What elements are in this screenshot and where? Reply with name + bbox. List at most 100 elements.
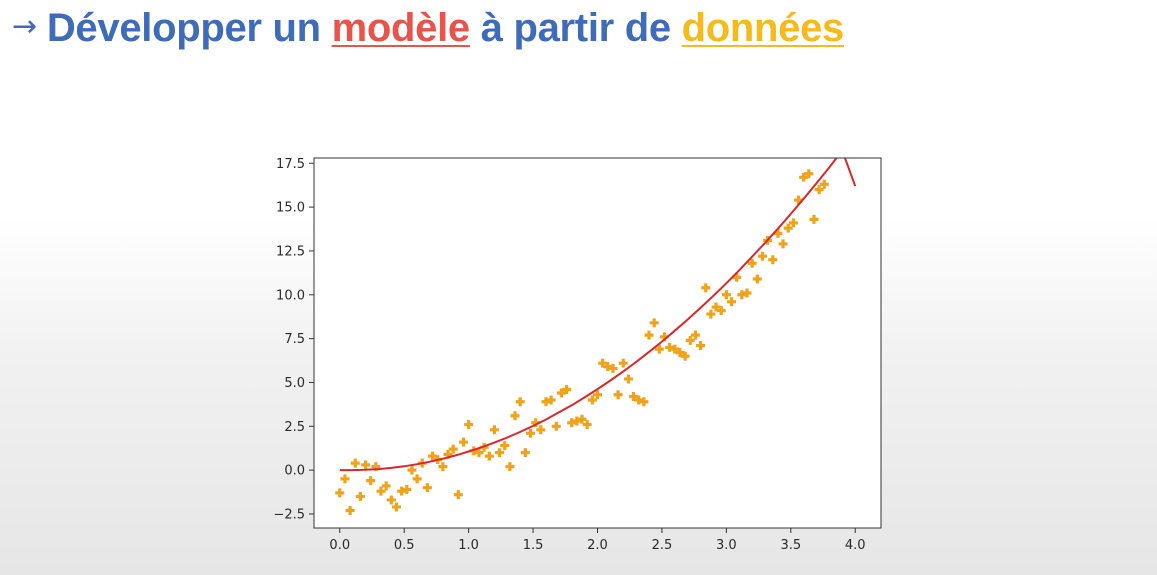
- data-point: [649, 318, 659, 328]
- data-point: [737, 290, 747, 300]
- data-point: [639, 397, 649, 407]
- data-point: [706, 309, 716, 319]
- data-point: [381, 481, 391, 491]
- data-point: [757, 251, 767, 261]
- data-point: [397, 486, 407, 496]
- model-curve-line: [339, 158, 857, 472]
- data-point: [541, 397, 551, 407]
- data-point: [422, 483, 432, 493]
- data-point: [551, 421, 561, 431]
- title-text-part1: Développer un: [46, 6, 321, 50]
- data-point: [335, 488, 345, 498]
- data-point: [567, 418, 577, 428]
- data-point: [489, 425, 499, 435]
- data-point: [788, 218, 798, 228]
- x-tick-label: 0.0: [329, 538, 350, 553]
- data-point: [407, 465, 417, 475]
- data-point: [412, 474, 422, 484]
- data-point: [696, 341, 706, 351]
- x-tick-label: 1.5: [523, 538, 544, 553]
- data-point: [690, 330, 700, 340]
- data-point: [608, 363, 618, 373]
- data-point: [613, 390, 623, 400]
- data-point: [484, 451, 494, 461]
- data-point: [598, 358, 608, 368]
- data-point: [525, 428, 535, 438]
- data-point: [458, 437, 468, 447]
- data-point: [716, 306, 726, 316]
- data-point: [783, 223, 793, 233]
- data-point: [593, 390, 602, 400]
- data-point: [391, 502, 401, 512]
- data-point: [675, 348, 685, 358]
- data-point: [340, 474, 350, 484]
- data-point: [680, 351, 690, 361]
- data-point: [402, 484, 412, 494]
- data-point: [355, 491, 365, 501]
- plot-frame: [313, 157, 882, 529]
- data-point: [495, 448, 505, 458]
- plot-area-background: [314, 158, 881, 528]
- data-point: [644, 330, 654, 340]
- slide-title: → Développer un modèle à partir de donnée…: [12, 2, 844, 54]
- data-point: [819, 179, 829, 189]
- data-point: [747, 258, 757, 268]
- y-tick-label: 15.0: [276, 201, 305, 216]
- data-point: [536, 425, 546, 435]
- data-point: [376, 486, 386, 496]
- data-point: [634, 395, 644, 405]
- data-point: [721, 290, 731, 300]
- data-point: [464, 420, 474, 430]
- data-point: [361, 460, 371, 470]
- data-point: [520, 448, 530, 458]
- data-point: [556, 388, 566, 398]
- data-point: [711, 302, 721, 312]
- x-tick-label: 3.0: [716, 538, 737, 553]
- data-point: [618, 358, 628, 368]
- y-tick-label: 5.0: [284, 376, 305, 391]
- y-tick-label: 7.5: [284, 332, 305, 347]
- arrow-icon: →: [12, 9, 37, 44]
- data-point: [804, 169, 814, 179]
- data-point: [546, 395, 556, 405]
- title-keyword-data: données: [681, 6, 845, 50]
- data-point: [778, 239, 788, 249]
- x-tick-label: 4.0: [845, 538, 866, 553]
- data-point: [809, 214, 819, 224]
- x-tick-label: 1.0: [458, 538, 479, 553]
- data-point: [814, 185, 824, 195]
- y-tick-label: −2.5: [273, 507, 305, 522]
- data-point: [562, 384, 572, 394]
- data-point: [438, 462, 448, 472]
- y-tick-label: 12.5: [276, 244, 305, 259]
- data-point: [510, 411, 520, 421]
- data-point: [727, 297, 737, 307]
- data-point: [654, 344, 664, 354]
- data-point: [453, 490, 463, 500]
- data-point: [577, 414, 587, 424]
- data-point: [665, 342, 675, 352]
- data-point: [515, 397, 525, 407]
- data-point: [752, 274, 762, 284]
- y-tick-label: 10.0: [276, 288, 305, 303]
- data-point: [670, 344, 680, 354]
- data-point: [474, 448, 484, 458]
- data-point: [701, 283, 711, 293]
- data-point: [742, 288, 752, 298]
- data-point: [603, 362, 613, 372]
- x-tick-label: 2.5: [652, 538, 673, 553]
- data-point: [448, 444, 458, 454]
- data-point: [386, 495, 396, 505]
- title-text-part2: à partir de: [480, 6, 671, 50]
- data-point: [345, 505, 355, 515]
- y-tick-label: 17.5: [276, 157, 305, 172]
- data-point: [582, 420, 592, 430]
- data-point: [685, 335, 695, 345]
- data-point: [623, 374, 633, 384]
- data-point: [350, 458, 360, 468]
- data-point: [768, 255, 778, 265]
- x-tick-label: 0.5: [394, 538, 415, 553]
- data-point: [587, 395, 597, 405]
- data-point: [428, 451, 438, 461]
- data-point: [500, 441, 510, 451]
